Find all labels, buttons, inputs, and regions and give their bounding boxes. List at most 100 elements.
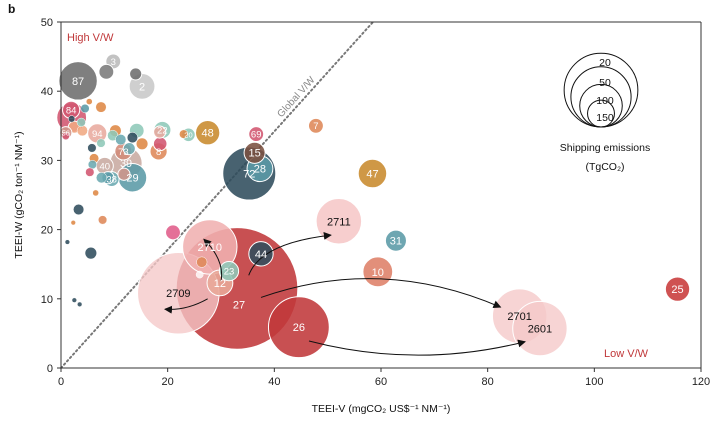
bubble-label-2601: 2601 xyxy=(528,324,552,336)
legend-value-100: 100 xyxy=(596,95,614,107)
bubble-label-12: 12 xyxy=(214,278,226,290)
y-tick-label: 10 xyxy=(41,294,53,306)
bubble-label-48: 48 xyxy=(202,128,214,140)
bubble-label-84: 84 xyxy=(66,105,77,116)
legend-units: (TgCO₂) xyxy=(585,161,624,173)
reference-line-label: Global V/W xyxy=(275,74,317,119)
bubble xyxy=(126,132,138,144)
bubble-69 xyxy=(248,126,265,143)
bubble xyxy=(61,132,70,141)
bubble xyxy=(96,172,108,184)
bubble-label-23: 23 xyxy=(224,267,235,278)
bubble-label-2709: 2709 xyxy=(166,288,190,300)
bubble-label-72: 72 xyxy=(243,169,255,181)
bubble-label-40: 40 xyxy=(99,161,110,172)
bubble xyxy=(76,117,86,127)
arrow-5 xyxy=(308,339,526,356)
bubble-23 xyxy=(218,261,240,282)
y-tick-label: 50 xyxy=(41,17,53,29)
y-tick-label: 30 xyxy=(41,155,53,167)
bubble xyxy=(153,125,167,139)
panel-label: b xyxy=(8,2,15,16)
bubble-label-94: 94 xyxy=(92,129,103,140)
bubble-87 xyxy=(58,61,98,101)
bubble xyxy=(129,67,143,81)
bubble-label-25: 25 xyxy=(671,284,683,296)
bubble-label-38: 38 xyxy=(106,175,117,186)
bubble xyxy=(87,143,97,153)
bubble-label-20: 20 xyxy=(184,130,192,139)
bubble-label-73: 73 xyxy=(118,147,129,158)
bubble-label-28: 28 xyxy=(254,164,266,176)
bubble-label-56: 56 xyxy=(62,128,70,137)
bubble-7 xyxy=(307,117,324,134)
bubble xyxy=(71,297,77,303)
bubble xyxy=(92,189,99,197)
bubble xyxy=(179,129,189,139)
bubble-label-2710: 2710 xyxy=(198,242,222,254)
region-label-low: Low V/W xyxy=(604,348,649,360)
bubble-label-3: 3 xyxy=(111,57,116,68)
bubble-label-31: 31 xyxy=(390,236,402,248)
bubble xyxy=(84,246,98,260)
bubble xyxy=(96,138,106,148)
arrow-1 xyxy=(248,231,332,276)
bubble xyxy=(98,63,115,80)
bubble-label-47: 47 xyxy=(366,169,378,181)
legend-value-50: 50 xyxy=(599,77,611,89)
bubble xyxy=(95,101,107,113)
bubble-25 xyxy=(664,276,691,302)
y-tick-label: 40 xyxy=(41,86,53,98)
bubble xyxy=(115,134,127,146)
y-tick-label: 0 xyxy=(47,363,53,375)
bubble-label-2711: 2711 xyxy=(327,216,351,228)
arrow-3 xyxy=(164,298,208,314)
bubble xyxy=(64,239,71,245)
bubble xyxy=(85,167,95,177)
bubble xyxy=(80,103,90,114)
bubble-2601 xyxy=(512,300,568,357)
bubble xyxy=(85,98,93,105)
bubble-47 xyxy=(357,158,388,189)
region-label-high: High V/W xyxy=(67,32,114,44)
bubble xyxy=(135,137,149,151)
bubble-44 xyxy=(248,241,274,267)
x-tick-label: 0 xyxy=(58,376,64,388)
bubble-label-8: 8 xyxy=(156,147,161,158)
bubble-label-2: 2 xyxy=(139,81,145,93)
bubble xyxy=(117,167,131,181)
bubble-label-69: 69 xyxy=(251,130,262,141)
x-tick-label: 60 xyxy=(375,376,387,388)
arrow-2 xyxy=(203,238,223,282)
legend-title: Shipping emissions xyxy=(560,142,650,154)
legend-circle-20 xyxy=(587,99,615,128)
x-tick-label: 20 xyxy=(162,376,174,388)
bubble-label-29: 29 xyxy=(126,173,138,185)
bubble-label-7: 7 xyxy=(313,121,318,132)
x-tick-label: 120 xyxy=(692,376,710,388)
bubble xyxy=(73,204,85,216)
bubble-15 xyxy=(243,141,266,164)
legend-value-20: 20 xyxy=(599,57,611,69)
bubble xyxy=(195,270,204,279)
bubble xyxy=(196,256,208,268)
bubble-label-26: 26 xyxy=(293,322,305,334)
y-tick-label: 20 xyxy=(41,225,53,237)
x-tick-label: 40 xyxy=(268,376,280,388)
bubble-label-22: 22 xyxy=(157,125,168,136)
bubble xyxy=(70,220,76,226)
x-tick-label: 100 xyxy=(585,376,603,388)
x-axis-label: TEEI-V (mgCO₂ US$⁻¹ NM⁻¹) xyxy=(312,403,451,415)
bubble-label-39: 39 xyxy=(120,158,132,170)
bubble-label-27: 27 xyxy=(233,299,245,311)
bubble xyxy=(122,142,136,156)
x-tick-label: 80 xyxy=(482,376,494,388)
bubble xyxy=(87,160,98,170)
y-axis-label: TEEI-W (gCO₂ ton⁻¹ NM⁻¹) xyxy=(13,131,25,258)
legend-value-150: 150 xyxy=(596,112,614,124)
bubble-label-44: 44 xyxy=(255,249,267,261)
bubble-label-87: 87 xyxy=(72,76,84,88)
bubble-label-10: 10 xyxy=(372,267,384,279)
bubble-label-2701: 2701 xyxy=(507,311,531,323)
